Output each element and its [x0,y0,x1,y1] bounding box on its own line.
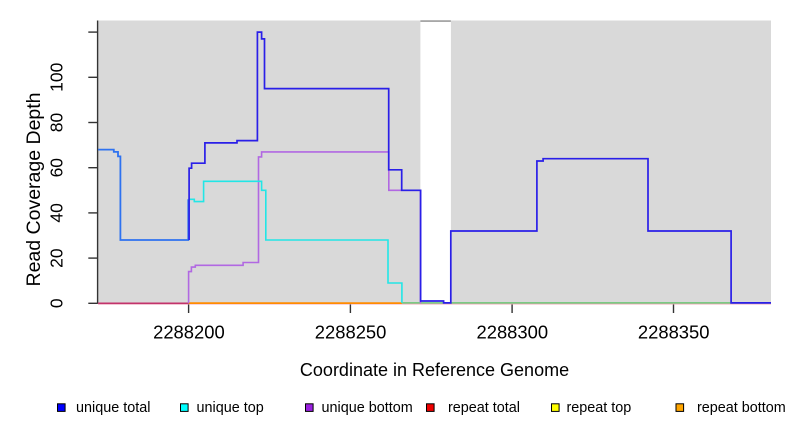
svg-text:unique top: unique top [197,400,264,416]
svg-text:unique bottom: unique bottom [322,400,413,416]
svg-text:100: 100 [47,62,67,91]
svg-text:2288350: 2288350 [638,321,710,342]
svg-text:80: 80 [47,113,67,133]
svg-text:repeat top: repeat top [567,400,632,416]
svg-text:2288300: 2288300 [476,321,548,342]
svg-text:Coordinate in Reference Genome: Coordinate in Reference Genome [300,360,569,380]
svg-text:40: 40 [47,203,67,223]
svg-text:unique total: unique total [76,400,150,416]
svg-text:Read Coverage Depth: Read Coverage Depth [23,92,45,286]
svg-text:repeat bottom: repeat bottom [697,400,786,416]
svg-text:2288250: 2288250 [315,321,387,342]
svg-text:20: 20 [47,248,67,268]
svg-text:repeat total: repeat total [448,400,520,416]
svg-text:60: 60 [47,158,67,178]
svg-text:2288200: 2288200 [153,321,225,342]
svg-text:0: 0 [47,298,67,308]
